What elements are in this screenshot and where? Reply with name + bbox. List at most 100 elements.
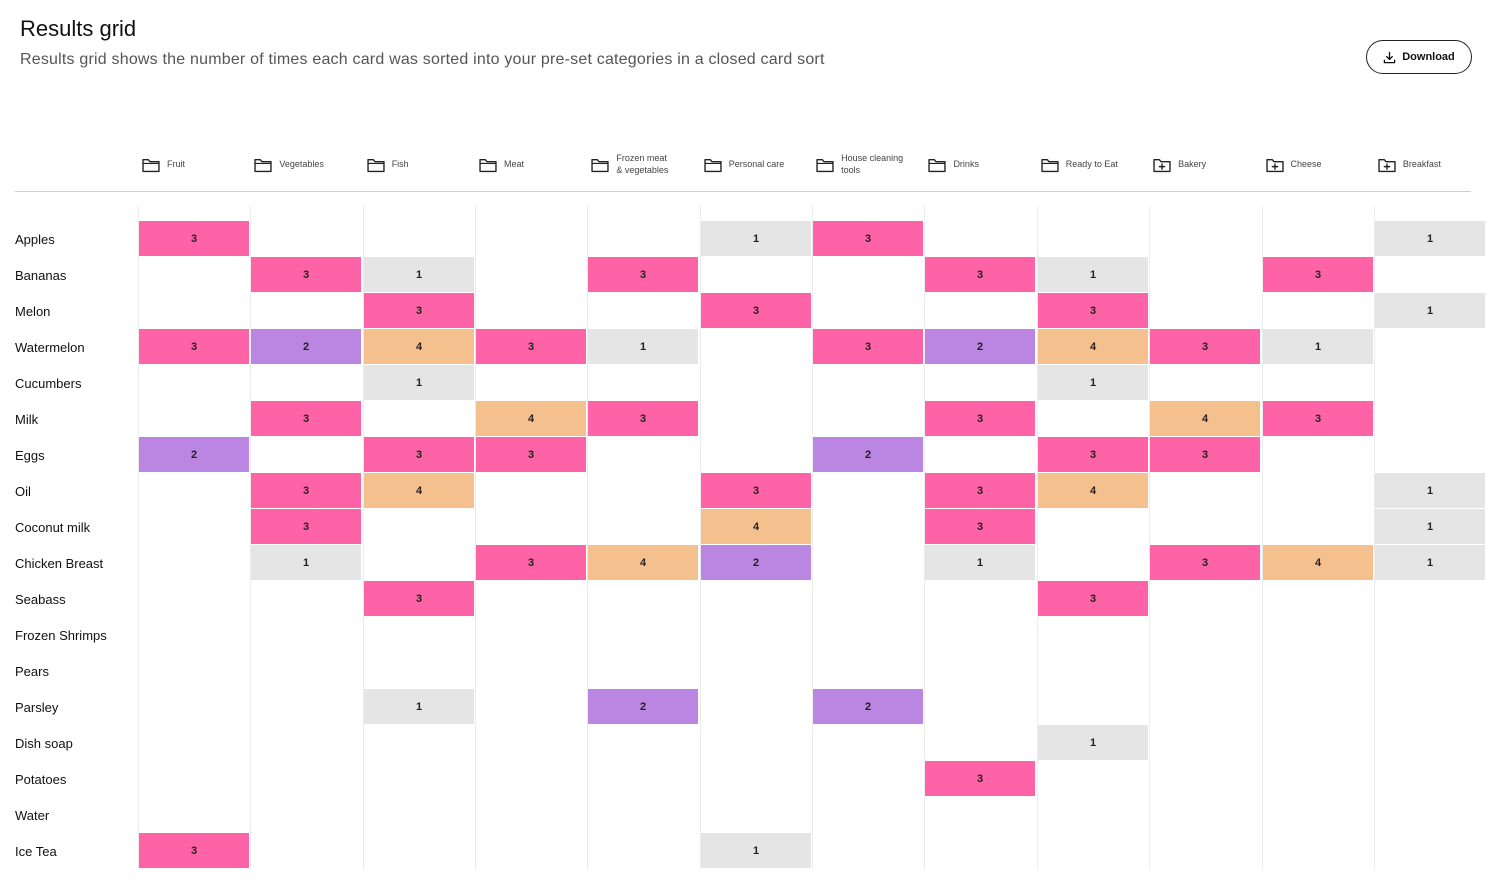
- grid-cell[interactable]: 1: [364, 689, 474, 724]
- column-guide: [1037, 206, 1038, 870]
- grid-cell[interactable]: 3: [925, 257, 1035, 292]
- grid-cell[interactable]: 3: [1038, 581, 1148, 616]
- card-label: Seabass: [15, 591, 66, 607]
- folder-icon: [1041, 158, 1059, 172]
- category-label: Personal care: [728, 159, 785, 169]
- grid-cell[interactable]: 2: [813, 437, 923, 472]
- card-label: Parsley: [15, 699, 59, 715]
- grid-cell[interactable]: 1: [1038, 365, 1148, 400]
- grid-cell[interactable]: 2: [813, 689, 923, 724]
- grid-cell[interactable]: 3: [813, 329, 923, 364]
- card-label: Apples: [15, 231, 55, 247]
- folder-plus-icon: [1153, 158, 1171, 172]
- grid-cell[interactable]: 3: [701, 293, 811, 328]
- grid-cell[interactable]: 3: [925, 401, 1035, 436]
- grid-cell[interactable]: 3: [925, 509, 1035, 544]
- category-label: Vegetables: [279, 159, 324, 169]
- grid-cell[interactable]: 1: [364, 365, 474, 400]
- grid-cell[interactable]: 4: [1038, 329, 1148, 364]
- grid-cell[interactable]: 3: [139, 221, 249, 256]
- grid-cell[interactable]: 2: [251, 329, 361, 364]
- grid-cell[interactable]: 4: [701, 509, 811, 544]
- grid-cell[interactable]: 3: [251, 509, 361, 544]
- grid-cell[interactable]: 3: [813, 221, 923, 256]
- grid-cell[interactable]: 2: [588, 689, 698, 724]
- header-divider: [15, 191, 1471, 192]
- grid-cell[interactable]: 4: [1150, 401, 1260, 436]
- grid-cell[interactable]: 4: [364, 329, 474, 364]
- grid-cell[interactable]: 1: [1038, 725, 1148, 760]
- card-label: Eggs: [15, 447, 45, 463]
- folder-icon: [591, 158, 610, 172]
- folder-icon: [142, 158, 160, 172]
- category-header: Frozen meat & vegetables: [590, 151, 700, 177]
- category-label: Breakfast: [1402, 159, 1441, 169]
- grid-cell[interactable]: 3: [1038, 293, 1148, 328]
- folder-icon: [479, 158, 497, 172]
- grid-cell[interactable]: 3: [251, 257, 361, 292]
- category-label: Fruit: [167, 159, 185, 169]
- grid-cell[interactable]: 2: [139, 437, 249, 472]
- grid-cell[interactable]: 4: [588, 545, 698, 580]
- category-header: Meat: [478, 151, 588, 177]
- grid-cell[interactable]: 1: [1263, 329, 1373, 364]
- column-guide: [587, 206, 588, 870]
- card-label: Watermelon: [15, 339, 85, 355]
- grid-cell[interactable]: 3: [364, 581, 474, 616]
- grid-cell[interactable]: 3: [1150, 329, 1260, 364]
- grid-cell[interactable]: 1: [1038, 257, 1148, 292]
- grid-cell[interactable]: 3: [1263, 401, 1373, 436]
- download-button[interactable]: Download: [1366, 40, 1472, 74]
- card-label: Chicken Breast: [15, 555, 104, 571]
- grid-cell[interactable]: 3: [588, 257, 698, 292]
- grid-cell[interactable]: 1: [701, 221, 811, 256]
- grid-cell[interactable]: 1: [925, 545, 1035, 580]
- grid-cell[interactable]: 3: [476, 545, 586, 580]
- grid-cell[interactable]: 3: [364, 293, 474, 328]
- grid-cell[interactable]: 3: [1263, 257, 1373, 292]
- column-guide: [1262, 206, 1263, 870]
- grid-cell[interactable]: 3: [1150, 437, 1260, 472]
- grid-cell[interactable]: 1: [1375, 293, 1485, 328]
- card-label: Coconut milk: [15, 519, 91, 535]
- grid-cell[interactable]: 1: [1375, 545, 1485, 580]
- grid-cell[interactable]: 3: [1038, 437, 1148, 472]
- grid-cell[interactable]: 3: [476, 329, 586, 364]
- grid-cell[interactable]: 4: [476, 401, 586, 436]
- grid-cell[interactable]: 4: [1263, 545, 1373, 580]
- grid-cell[interactable]: 3: [925, 761, 1035, 796]
- card-label: Potatoes: [15, 771, 67, 787]
- grid-cell[interactable]: 4: [1038, 473, 1148, 508]
- grid-cell[interactable]: 3: [476, 437, 586, 472]
- page-title: Results grid: [20, 16, 137, 41]
- grid-cell[interactable]: 1: [251, 545, 361, 580]
- grid-cell[interactable]: 3: [364, 437, 474, 472]
- grid-cell[interactable]: 4: [364, 473, 474, 508]
- card-label: Pears: [15, 663, 49, 679]
- grid-cell[interactable]: 2: [925, 329, 1035, 364]
- category-header: Bakery: [1152, 151, 1262, 177]
- grid-cell[interactable]: 3: [251, 401, 361, 436]
- column-guide: [700, 206, 701, 870]
- grid-cell[interactable]: 3: [1150, 545, 1260, 580]
- grid-cell[interactable]: 3: [251, 473, 361, 508]
- grid-cell[interactable]: 3: [588, 401, 698, 436]
- grid-cell[interactable]: 1: [1375, 473, 1485, 508]
- card-label: Dish soap: [15, 735, 73, 751]
- grid-cell[interactable]: 1: [1375, 509, 1485, 544]
- column-guide: [812, 206, 813, 870]
- grid-cell[interactable]: 3: [925, 473, 1035, 508]
- card-label: Cucumbers: [15, 375, 82, 391]
- grid-cell[interactable]: 1: [588, 329, 698, 364]
- download-icon: [1383, 51, 1396, 63]
- grid-cell[interactable]: 3: [139, 833, 249, 868]
- grid-cell[interactable]: 1: [364, 257, 474, 292]
- category-header: Drinks: [927, 151, 1037, 177]
- grid-cell[interactable]: 3: [701, 473, 811, 508]
- grid-cell[interactable]: 1: [1375, 221, 1485, 256]
- grid-cell[interactable]: 2: [701, 545, 811, 580]
- grid-cell[interactable]: 1: [701, 833, 811, 868]
- category-label: Bakery: [1178, 159, 1207, 169]
- folder-icon: [928, 158, 947, 172]
- grid-cell[interactable]: 3: [139, 329, 249, 364]
